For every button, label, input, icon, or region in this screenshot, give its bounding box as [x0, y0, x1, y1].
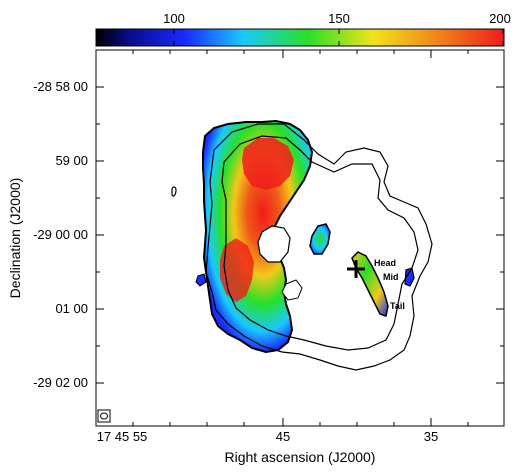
colorbar-ticks	[173, 29, 504, 46]
beam-icon	[97, 409, 111, 423]
colorbar: 100 150 200	[95, 11, 511, 47]
emission-speck-west	[195, 273, 207, 287]
emission-region-bright-north	[242, 138, 294, 190]
colorbar-tick-label-1: 150	[328, 11, 350, 26]
contours	[171, 123, 433, 371]
emission-cavity	[257, 225, 291, 263]
colorbar-tick-label-2: 200	[489, 11, 511, 26]
plot-frame	[95, 49, 505, 427]
contour-isolated	[171, 186, 177, 197]
y-tick-label-4: -29 02 00	[33, 375, 88, 390]
x-tick-label-2: 35	[424, 429, 438, 444]
annotation-mid: Mid	[383, 272, 399, 282]
y-tick-label-2: -29 00 00	[33, 227, 88, 242]
x-tick-label-0: 17 45 55	[97, 429, 148, 444]
y-tick-label-1: 59 00	[55, 153, 88, 168]
contour-outer	[205, 123, 433, 371]
frame-ticks	[96, 50, 504, 426]
emission-region-knot	[404, 267, 415, 287]
contour-inner	[221, 135, 419, 351]
x-axis-title: Right ascension (J2000)	[225, 449, 376, 465]
emission-region-east	[309, 223, 331, 255]
emission-region-bright-south	[220, 238, 254, 302]
annotation-head: Head	[374, 258, 396, 268]
emission-cavity-small	[281, 279, 303, 301]
colorbar-tick-label-0: 100	[163, 11, 185, 26]
x-tick-label-1: 45	[276, 429, 290, 444]
annotation-tail: Tail	[390, 301, 405, 311]
colorbar-gradient	[95, 28, 505, 47]
y-tick-label-0: -28 58 00	[33, 79, 88, 94]
cross-marker-icon	[347, 260, 365, 278]
y-axis-title: Declination (J2000)	[7, 178, 23, 299]
y-tick-label-3: 01 00	[55, 301, 88, 316]
